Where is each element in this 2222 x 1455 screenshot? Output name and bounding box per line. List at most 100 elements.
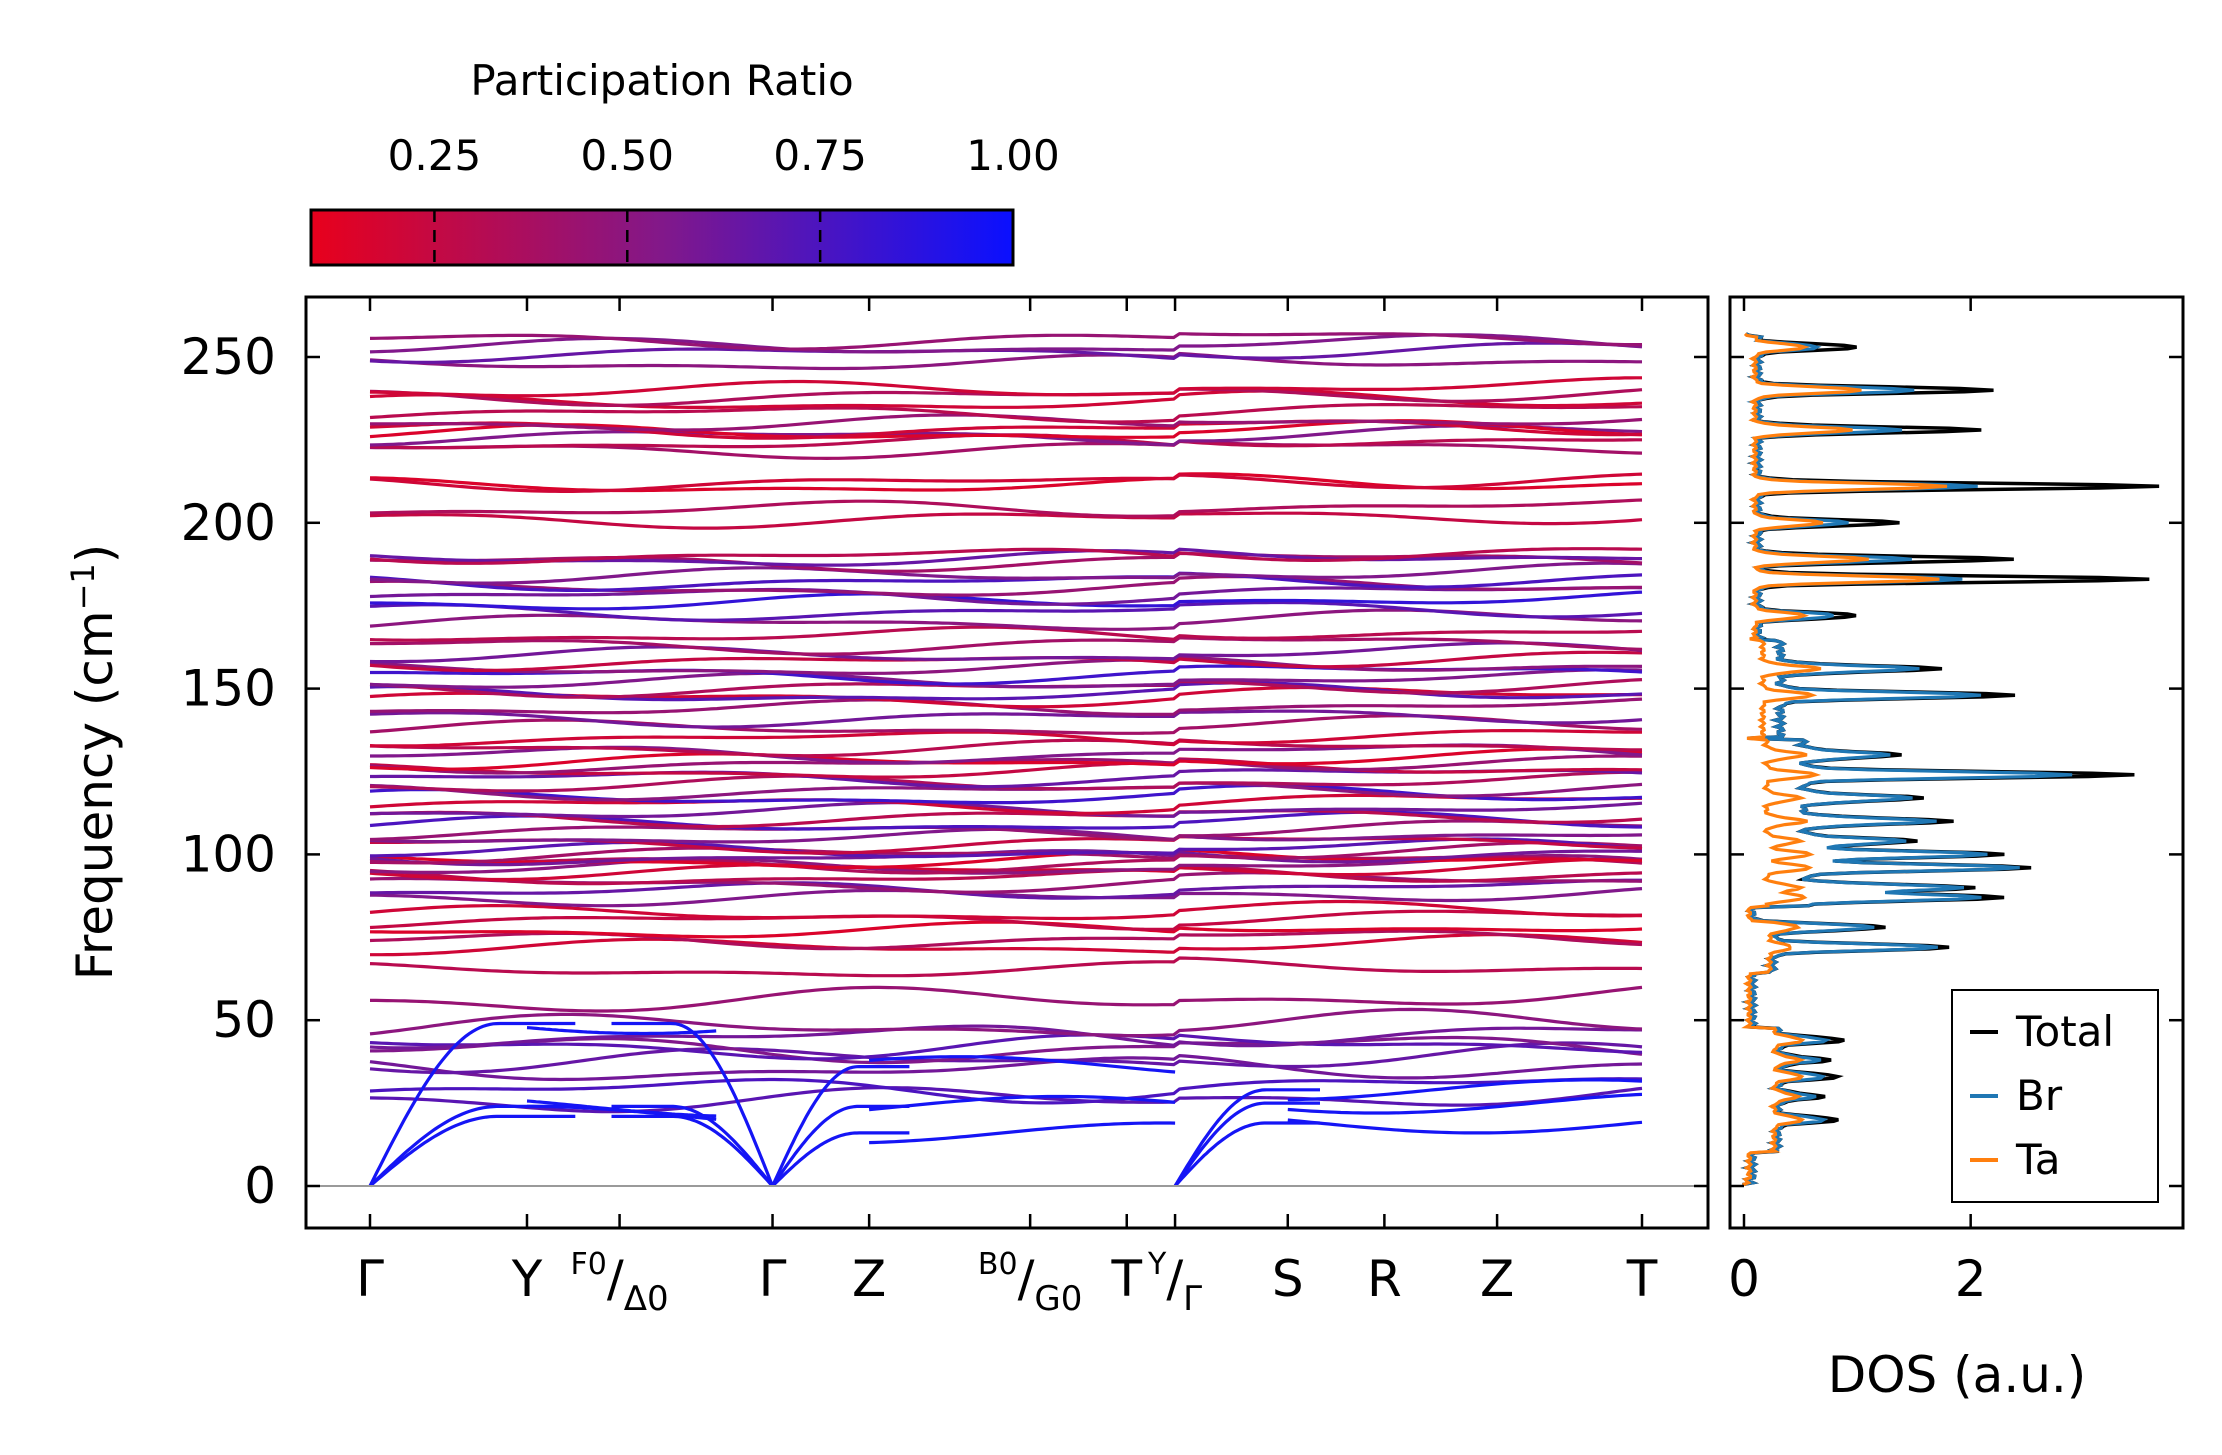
- band-axes-frame: [304, 295, 1710, 1230]
- dos-ta-curve: [1741, 332, 1948, 1186]
- optical-branch: [369, 1033, 1643, 1061]
- acoustic-branch: [368, 1021, 576, 1187]
- frequency-tick-label: 150: [181, 660, 276, 718]
- acoustic-branch: [1287, 1092, 1643, 1115]
- optical-branch: [369, 754, 1643, 775]
- high-symmetry-label: Z: [852, 1250, 886, 1308]
- label-slash: /: [1166, 1250, 1183, 1308]
- optical-branch: [369, 809, 1643, 829]
- optical-branch: [369, 781, 1643, 802]
- optical-branch: [369, 1086, 1643, 1114]
- acoustic-branch: [868, 1055, 1176, 1074]
- label-subscript: Δ0: [624, 1279, 669, 1319]
- high-symmetry-label: S: [1272, 1250, 1304, 1308]
- frequency-tick-label: 250: [181, 328, 276, 386]
- optical-branch: [369, 899, 1643, 921]
- acoustic-branch: [611, 1104, 774, 1188]
- frequency-axis-label: Frequency (cm−1): [64, 544, 124, 981]
- optical-branch: [369, 909, 1643, 932]
- optical-branch: [369, 561, 1643, 585]
- colorbar-tick-labels: 0.25 0.50 0.75 1.00: [388, 131, 1060, 180]
- high-symmetry-label: Γ: [356, 1250, 384, 1308]
- optical-branch: [369, 887, 1643, 908]
- high-symmetry-ticks: Γ Y F0/Δ0 Γ Z B0/G0 T Y/Γ S R Z T: [356, 297, 1658, 1319]
- optical-branch: [369, 956, 1643, 978]
- optical-branch: [370, 932, 1643, 957]
- acoustic-branch: [869, 1121, 1176, 1145]
- frequency-tick-label: 50: [212, 991, 276, 1049]
- optical-branch: [369, 498, 1643, 518]
- optical-branch: [369, 655, 1643, 675]
- optical-branch: [369, 729, 1642, 748]
- high-symmetry-label: Γ: [759, 1250, 787, 1308]
- high-symmetry-label: T: [1110, 1250, 1142, 1308]
- acoustic-branch: [771, 1104, 910, 1187]
- optical-branch: [369, 472, 1643, 493]
- optical-branch: [369, 709, 1643, 729]
- optical-branch: [369, 1077, 1643, 1105]
- colorbar-tick-label: 0.25: [388, 131, 482, 180]
- optical-branch: [369, 668, 1643, 689]
- optical-branch: [369, 625, 1643, 642]
- optical-branch: [369, 757, 1643, 779]
- optical-branch: [369, 571, 1643, 592]
- frequency-axis-ticks: 0 50 100 150 200 250: [181, 328, 1708, 1215]
- optical-branch: [369, 864, 1643, 886]
- frequency-tick-label: 200: [181, 494, 276, 552]
- acoustic-branch: [1287, 1118, 1643, 1135]
- acoustic-branch: [1287, 1078, 1643, 1102]
- dos-x-tick-label: 2: [1955, 1250, 1987, 1308]
- optical-branch: [369, 332, 1642, 351]
- optical-branch: [370, 636, 1643, 656]
- optical-branch: [369, 1041, 1643, 1075]
- phonon-bands: [368, 332, 1643, 1188]
- colorbar-tick-label: 0.75: [773, 131, 867, 180]
- dos-curves: [1740, 332, 2160, 1187]
- optical-branch: [370, 985, 1643, 1013]
- high-symmetry-label: T: [1626, 1250, 1658, 1308]
- colorbar-label: Participation Ratio: [470, 56, 853, 105]
- optical-branch: [369, 600, 1643, 622]
- colorbar-gradient: [309, 208, 1015, 267]
- optical-branch: [369, 819, 1643, 842]
- frequency-tick-label: 0: [244, 1157, 276, 1215]
- label-subscript: Γ: [1183, 1279, 1202, 1319]
- acoustic-branch: [1173, 1101, 1320, 1187]
- label-slash: /: [1018, 1250, 1035, 1308]
- high-symmetry-label: Y/Γ: [1147, 1247, 1202, 1319]
- acoustic-branch: [368, 1114, 576, 1188]
- acoustic-branch: [771, 1065, 910, 1187]
- colorbar-ticks: [433, 210, 822, 265]
- acoustic-branch: [611, 1114, 774, 1188]
- optical-branch: [369, 1053, 1643, 1082]
- colorbar-tick-label: 1.00: [966, 131, 1060, 180]
- label-superscript: Y: [1147, 1247, 1167, 1282]
- acoustic-branch: [1173, 1088, 1320, 1187]
- label-superscript: B0: [978, 1247, 1018, 1282]
- optical-branch: [370, 590, 1643, 611]
- optical-branch: [369, 878, 1642, 900]
- colorbar: Participation Ratio 0.25 0.50 0.75 1.00: [309, 56, 1060, 267]
- label-subscript: G0: [1034, 1279, 1082, 1319]
- acoustic-branch: [771, 1131, 910, 1188]
- acoustic-branch: [526, 1099, 717, 1118]
- high-symmetry-label: Y: [511, 1250, 543, 1308]
- label-superscript: F0: [571, 1247, 607, 1282]
- acoustic-branch: [526, 1026, 717, 1036]
- optical-branch: [369, 738, 1642, 758]
- optical-branch: [369, 586, 1643, 606]
- dos-axis-label: DOS (a.u.): [1828, 1346, 2087, 1404]
- optical-branch: [369, 801, 1643, 819]
- optical-branch: [369, 376, 1642, 398]
- acoustic-branch: [868, 1094, 1176, 1112]
- dos-x-tick-label: 0: [1728, 1250, 1760, 1308]
- high-symmetry-label: F0/Δ0: [571, 1247, 669, 1319]
- high-symmetry-label: R: [1367, 1250, 1402, 1308]
- legend-label-total: Total: [2015, 1007, 2114, 1056]
- legend: Total Br Ta: [1951, 989, 2159, 1203]
- optical-branch: [369, 511, 1643, 530]
- colorbar-tick-label: 0.50: [581, 131, 675, 180]
